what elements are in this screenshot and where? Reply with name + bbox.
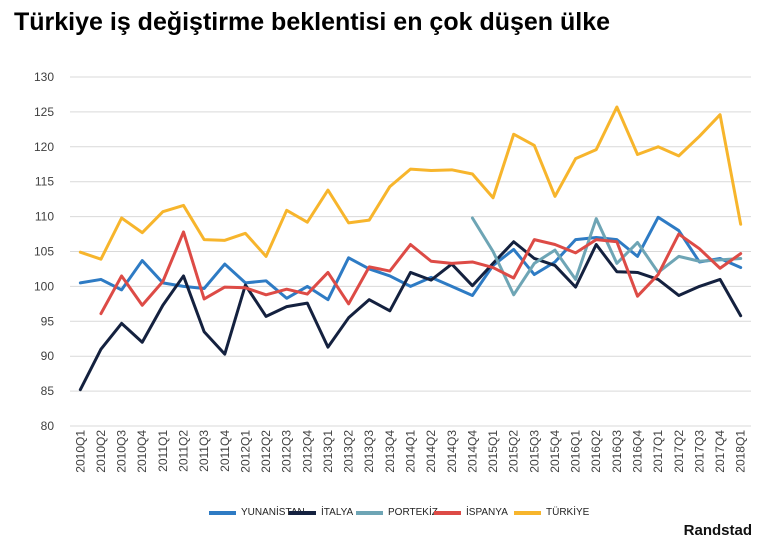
y-axis-ticks: 80 85 90 95 100 105 110 115 120 125 130 <box>34 70 54 433</box>
x-tick-label: 2012Q1 <box>238 430 252 473</box>
x-axis-ticks: 2010Q1 2010Q2 2010Q3 2010Q4 2011Q1 2011Q2 2011… <box>73 430 747 473</box>
x-tick-label: 2017Q2 <box>672 430 686 473</box>
x-tick-label: 2016Q1 <box>569 430 583 473</box>
x-tick-label: 2013Q4 <box>383 430 397 473</box>
x-tick-label: 2013Q2 <box>342 430 356 473</box>
x-tick-label: 2017Q3 <box>692 430 706 473</box>
y-tick-label: 85 <box>41 384 55 398</box>
x-tick-label: 2011Q1 <box>156 430 170 472</box>
legend-label: YUNANİSTAN <box>241 507 305 518</box>
x-tick-label: 2013Q1 <box>321 430 335 473</box>
x-tick-label: 2017Q1 <box>651 430 665 473</box>
y-tick-label: 105 <box>34 245 54 259</box>
series-line-1 <box>78 240 743 392</box>
x-tick-label: 2018Q1 <box>734 430 748 473</box>
legend-swatch <box>289 511 316 515</box>
legend-label: İSPANYA <box>466 507 508 518</box>
y-tick-label: 115 <box>35 175 54 189</box>
x-tick-label: 2013Q3 <box>362 430 376 473</box>
x-tick-label: 2015Q3 <box>527 430 541 473</box>
x-tick-label: 2015Q2 <box>507 430 521 473</box>
x-tick-label: 2016Q2 <box>589 430 603 473</box>
x-tick-label: 2015Q1 <box>486 430 500 473</box>
y-tick-label: 80 <box>41 419 55 433</box>
legend-swatch <box>356 511 383 515</box>
x-tick-label: 2016Q3 <box>610 430 624 473</box>
series-line-4 <box>78 105 743 261</box>
x-tick-label: 2010Q4 <box>135 430 149 473</box>
x-tick-label: 2016Q4 <box>631 430 645 473</box>
x-tick-label: 2011Q4 <box>218 430 232 472</box>
y-tick-label: 120 <box>34 140 54 154</box>
x-tick-label: 2015Q4 <box>548 430 562 473</box>
x-tick-label: 2012Q2 <box>259 430 273 473</box>
legend-label: TÜRKİYE <box>546 507 590 518</box>
y-tick-label: 100 <box>34 279 54 293</box>
y-tick-label: 110 <box>35 210 54 224</box>
series-line-3 <box>99 230 743 316</box>
y-tick-label: 125 <box>34 105 54 119</box>
legend-swatch <box>514 511 541 515</box>
series-line-0 <box>78 215 743 302</box>
legend-swatch <box>434 511 461 515</box>
x-tick-label: 2014Q3 <box>445 430 459 473</box>
x-tick-label: 2010Q3 <box>115 430 129 473</box>
x-tick-label: 2011Q3 <box>197 430 211 472</box>
series-lines <box>78 105 743 392</box>
y-tick-label: 95 <box>41 314 55 328</box>
x-tick-label: 2010Q2 <box>94 430 108 473</box>
x-tick-label: 2012Q4 <box>300 430 314 473</box>
legend-label: İTALYA <box>321 507 354 518</box>
chart-title: Türkiye iş değiştirme beklentisi en çok … <box>14 8 611 36</box>
legend-swatch <box>209 511 236 515</box>
x-tick-label: 2012Q3 <box>280 430 294 473</box>
legend-label: PORTEKİZ <box>388 507 438 518</box>
legend: YUNANİSTAN İTALYA PORTEKİZ İSPANYA TÜRKİYE <box>0 506 770 522</box>
x-tick-label: 2010Q1 <box>73 430 87 473</box>
gridlines <box>70 76 751 427</box>
x-tick-label: 2014Q4 <box>465 430 479 473</box>
x-tick-label: 2014Q1 <box>404 430 418 473</box>
x-tick-label: 2011Q2 <box>177 430 191 472</box>
x-tick-label: 2014Q2 <box>424 430 438 473</box>
y-tick-label: 90 <box>41 349 55 363</box>
source-label: Randstad <box>683 522 752 539</box>
x-tick-label: 2017Q4 <box>713 430 727 473</box>
y-tick-label: 130 <box>34 70 54 84</box>
